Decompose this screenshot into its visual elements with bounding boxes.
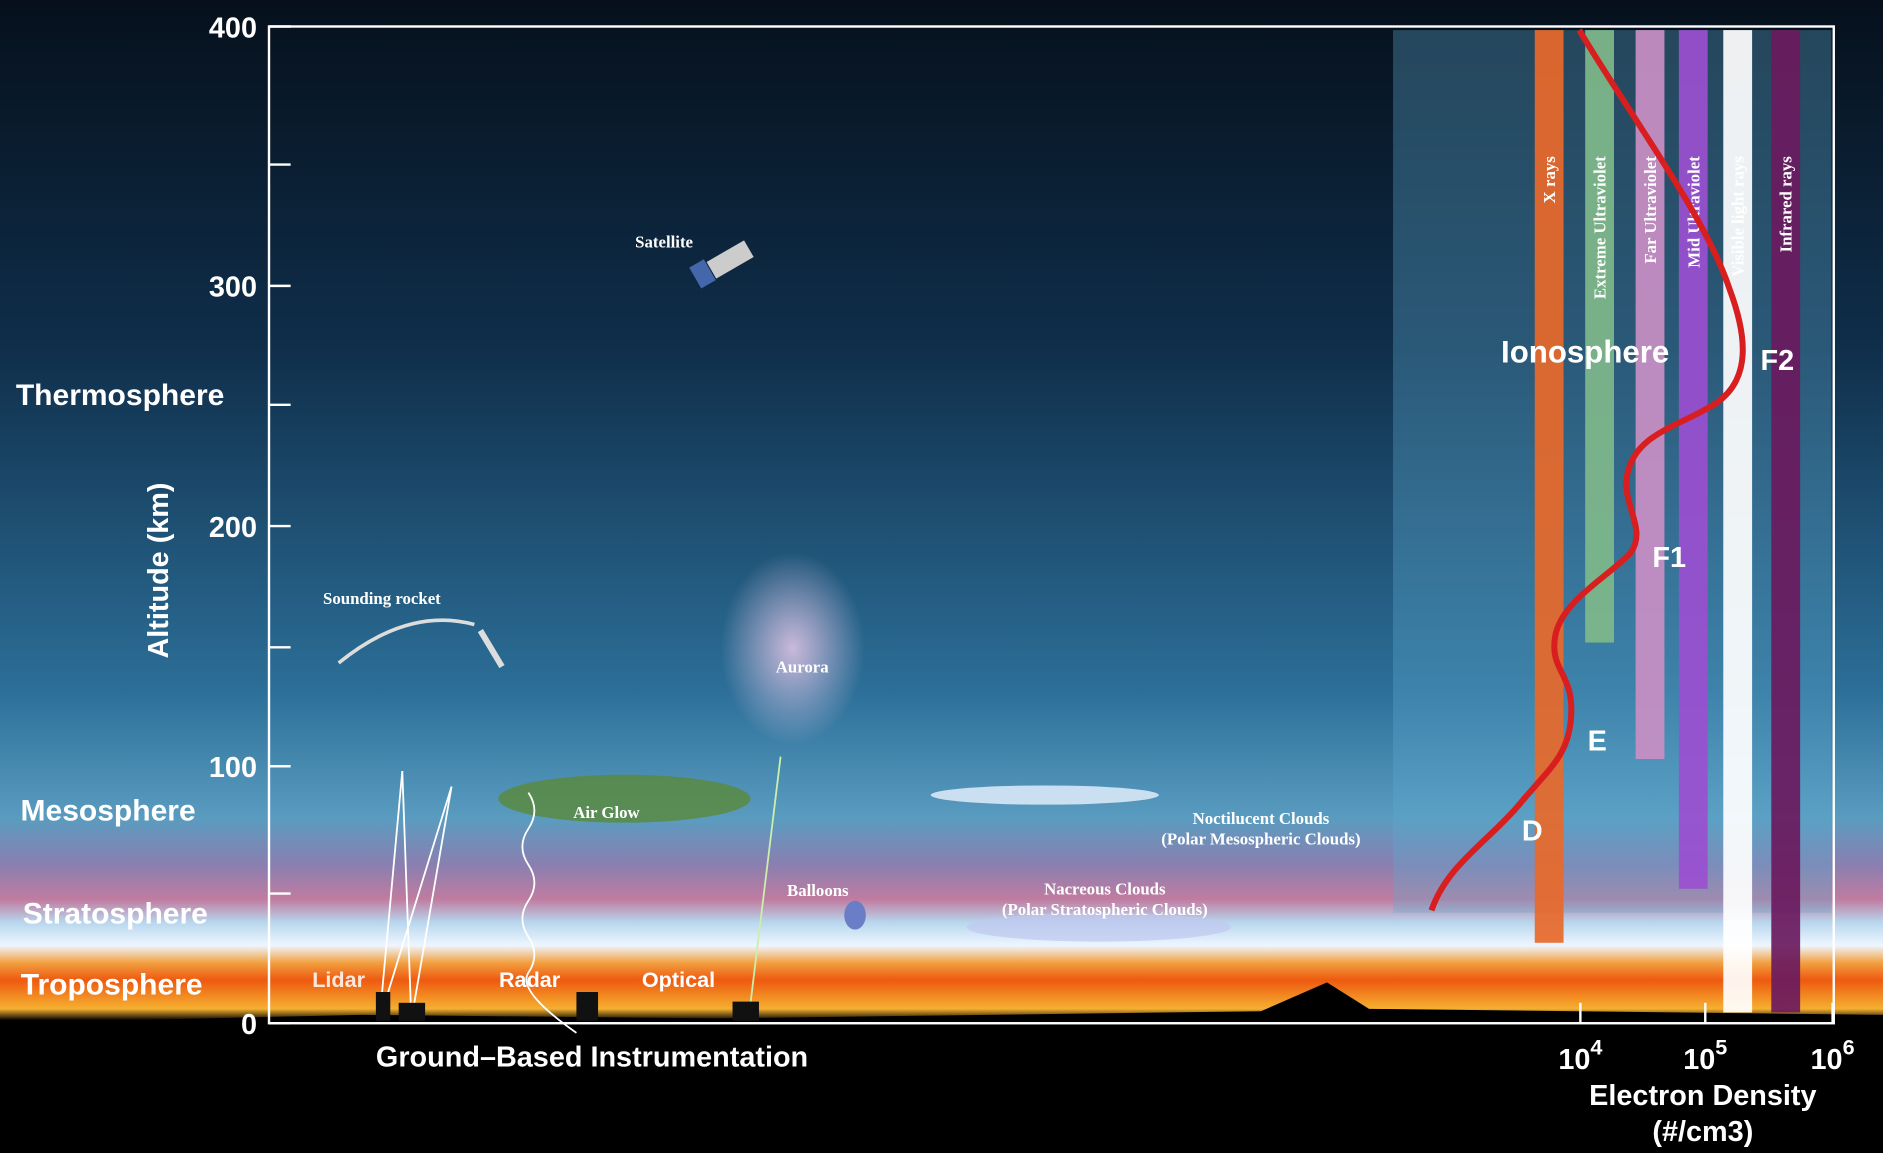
airglow-label: Air Glow [573, 803, 640, 822]
radiation-label: Far Ultraviolet [1641, 156, 1660, 264]
nacreous-sublabel: (Polar Stratospheric Clouds) [1002, 900, 1208, 919]
noctilucent-cloud [931, 785, 1159, 804]
region-label: F1 [1652, 542, 1686, 574]
instrument-label: Lidar [312, 967, 365, 992]
tick-exponent: 4 [1590, 1034, 1602, 1059]
tick-exponent: 6 [1843, 1034, 1855, 1059]
rocket-label: Sounding rocket [323, 589, 441, 608]
page: { "altitude_axis": {"label": "Altitude (… [0, 0, 1883, 1153]
radiation-label: Visible light rays [1729, 156, 1748, 277]
density-label: Electron Density [1589, 1080, 1816, 1112]
instrument-label: Optical [642, 967, 715, 992]
region-label: F2 [1761, 345, 1795, 377]
noctilucent-label: Noctilucent Clouds [1193, 809, 1330, 828]
density-unit: (#/cm3) [1652, 1116, 1753, 1148]
satellite-label: Satellite [635, 232, 693, 251]
tick-label: 100 [209, 752, 257, 784]
tick-exponent: 5 [1715, 1034, 1727, 1059]
layer-label: Mesosphere [21, 794, 196, 827]
aurora-glow [721, 552, 865, 744]
radiation-label: Extreme Ultraviolet [1591, 156, 1610, 299]
ionosphere-title: Ionosphere [1501, 335, 1669, 370]
instrument-label: Radar [499, 967, 561, 992]
diagram: X rays Extreme Ultraviolet Far Ultraviolet… [0, 0, 1883, 1153]
tick-label: 400 [209, 12, 257, 44]
region-label: E [1588, 726, 1607, 758]
tick-base: 10 [1558, 1044, 1590, 1076]
nacreous-label: Nacreous Clouds [1044, 880, 1166, 899]
aurora-label: Aurora [776, 658, 829, 677]
tick-base: 10 [1811, 1044, 1843, 1076]
region-label: D [1522, 816, 1543, 848]
layer-label: Stratosphere [23, 898, 208, 931]
altitude-label: Altitude (km) [143, 482, 175, 658]
layer-label: Troposphere [21, 968, 203, 1001]
radiation-label: X rays [1540, 156, 1559, 204]
tick-label: 0 [241, 1009, 257, 1041]
instrumentation-title: Ground–Based Instrumentation [376, 1041, 808, 1073]
noctilucent-sublabel: (Polar Mesospheric Clouds) [1161, 829, 1360, 848]
balloon [844, 901, 866, 930]
balloons-label: Balloons [787, 881, 849, 900]
tick-label: 300 [209, 272, 257, 304]
tick-base: 10 [1683, 1044, 1715, 1076]
radiation-label: Infrared rays [1777, 156, 1796, 253]
layer-label: Thermosphere [16, 379, 225, 412]
tick-label: 200 [209, 512, 257, 544]
